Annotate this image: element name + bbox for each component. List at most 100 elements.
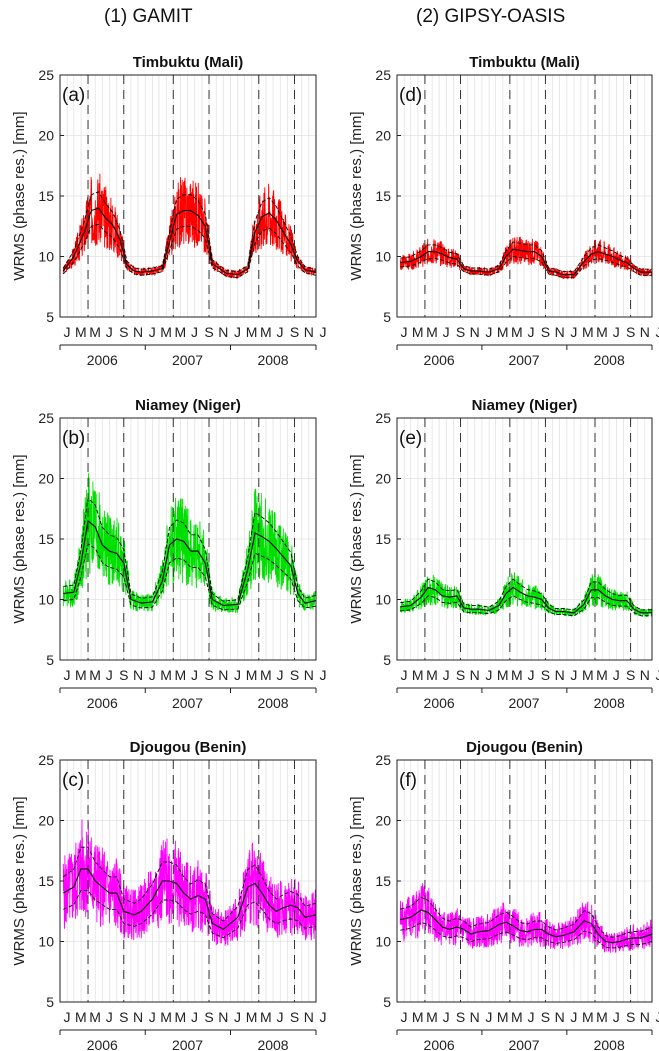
series-mean-line	[63, 519, 316, 607]
x-tick-label: M	[497, 1009, 509, 1025]
y-axis-label: WRMS (phase res.) [mm]	[348, 111, 365, 280]
year-label: 2006	[87, 695, 118, 711]
series-line-daily	[62, 173, 317, 279]
x-tick-label: N	[218, 667, 228, 683]
x-tick-label: N	[218, 1009, 228, 1025]
panel-label: (e)	[399, 428, 422, 449]
y-tick-label: 10	[375, 934, 391, 950]
y-tick-label: 10	[38, 934, 54, 950]
x-tick-label: M	[89, 667, 101, 683]
x-tick-label: S	[456, 324, 465, 340]
chart-title: Niamey (Niger)	[472, 397, 578, 414]
y-tick-label: 5	[46, 309, 54, 325]
x-tick-label: J	[277, 324, 284, 340]
year-label: 2006	[424, 1037, 455, 1051]
x-tick-label: M	[426, 667, 438, 683]
x-tick-label: J	[149, 1009, 156, 1025]
panel-label: (b)	[62, 428, 85, 449]
year-label: 2007	[172, 695, 203, 711]
x-tick-label: S	[290, 667, 299, 683]
panel-label: (f)	[399, 770, 417, 791]
x-tick-label: J	[570, 1009, 577, 1025]
y-tick-label: 25	[375, 410, 391, 426]
series-lower-band	[400, 595, 652, 617]
x-tick-label: M	[260, 324, 272, 340]
x-tick-label: M	[75, 667, 87, 683]
x-tick-label: S	[119, 324, 128, 340]
year-label: 2007	[508, 695, 539, 711]
x-tick-label: J	[613, 324, 620, 340]
x-tick-label: N	[470, 1009, 480, 1025]
y-tick-label: 15	[38, 873, 54, 889]
series-upper-band	[400, 241, 652, 273]
x-tick-label: S	[541, 324, 550, 340]
x-tick-label: M	[412, 667, 424, 683]
series-line-daily	[399, 882, 653, 954]
year-label: 2008	[594, 1037, 625, 1051]
y-tick-label: 25	[38, 752, 54, 768]
series-lower-band	[400, 922, 652, 949]
year-label: 2007	[508, 1037, 539, 1051]
x-tick-label: N	[555, 667, 565, 683]
x-tick-label: N	[133, 324, 143, 340]
x-tick-label: M	[246, 1009, 258, 1025]
x-tick-label: J	[234, 667, 241, 683]
x-tick-label: J	[149, 324, 156, 340]
x-tick-label: M	[75, 1009, 87, 1025]
year-label: 2008	[594, 695, 625, 711]
x-tick-label: S	[119, 667, 128, 683]
x-tick-label: M	[260, 667, 272, 683]
x-tick-label: J	[277, 667, 284, 683]
x-tick-label: M	[582, 667, 594, 683]
series-upper-band	[63, 496, 316, 602]
x-tick-label: J	[443, 667, 450, 683]
year-label: 2008	[257, 1037, 288, 1051]
x-tick-label: N	[555, 324, 565, 340]
x-tick-label: S	[204, 324, 213, 340]
x-tick-label: J	[106, 324, 113, 340]
y-tick-label: 25	[375, 752, 391, 768]
x-tick-label: S	[626, 324, 635, 340]
x-tick-label: S	[456, 1009, 465, 1025]
series-upper-band	[400, 578, 652, 611]
panel-label: (d)	[399, 85, 422, 106]
year-label: 2007	[508, 352, 539, 368]
x-tick-label: J	[656, 324, 659, 340]
x-tick-label: J	[64, 324, 71, 340]
x-tick-label: M	[596, 1009, 608, 1025]
x-tick-label: M	[75, 324, 87, 340]
y-tick-label: 20	[38, 471, 54, 487]
x-tick-label: N	[304, 1009, 314, 1025]
series-mean-line	[400, 248, 652, 276]
year-label: 2008	[257, 695, 288, 711]
x-tick-label: M	[260, 1009, 272, 1025]
panel-label: (c)	[62, 770, 84, 791]
x-tick-label: J	[528, 324, 535, 340]
x-tick-label: J	[191, 324, 198, 340]
x-tick-label: J	[656, 1009, 659, 1025]
series-mean-line	[400, 586, 652, 614]
x-tick-label: M	[246, 324, 258, 340]
y-tick-label: 20	[38, 813, 54, 829]
x-tick-label: J	[570, 324, 577, 340]
y-tick-label: 25	[38, 410, 54, 426]
y-tick-label: 25	[375, 67, 391, 83]
x-tick-label: J	[106, 667, 113, 683]
x-tick-label: M	[160, 324, 172, 340]
x-tick-label: N	[640, 1009, 650, 1025]
x-tick-label: M	[174, 667, 186, 683]
y-tick-label: 15	[38, 188, 54, 204]
x-tick-label: M	[412, 324, 424, 340]
chart-panel-d: 5 10 15 20 25 WRMS (phase res.) [mm] Timbuktu …	[348, 54, 659, 368]
y-tick-label: 15	[375, 531, 391, 547]
y-tick-label: 15	[375, 188, 391, 204]
series-upper-band	[400, 896, 652, 938]
year-label: 2007	[172, 1037, 203, 1051]
x-tick-label: M	[511, 667, 523, 683]
y-tick-label: 20	[375, 813, 391, 829]
x-tick-label: M	[596, 324, 608, 340]
x-tick-label: J	[401, 667, 408, 683]
x-tick-label: M	[511, 1009, 523, 1025]
series-mean-line	[63, 868, 316, 931]
x-tick-label: S	[456, 667, 465, 683]
